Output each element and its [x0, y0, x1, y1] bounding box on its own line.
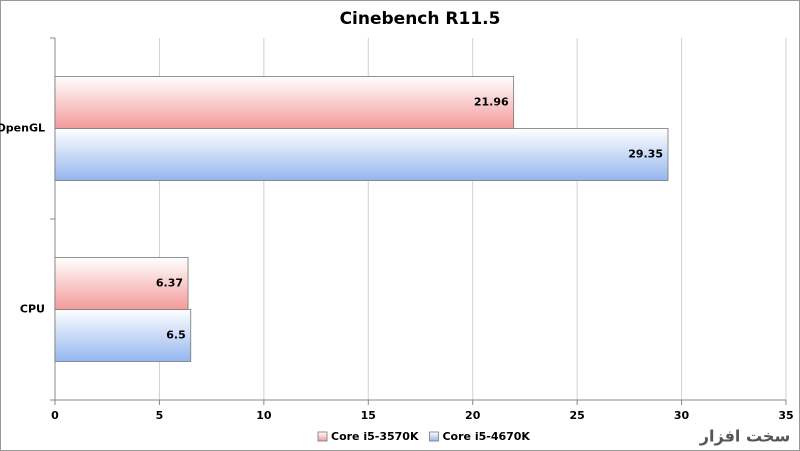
watermark: سخت افزار — [699, 427, 790, 446]
y-tick-label: OpenGL — [0, 122, 45, 135]
bar — [54, 309, 192, 362]
data-label: 21.96 — [474, 96, 509, 109]
data-label: 6.5 — [166, 329, 186, 342]
legend-swatch — [317, 431, 328, 442]
bar — [54, 76, 515, 129]
x-tick-label: 0 — [51, 409, 59, 422]
data-label: 6.37 — [156, 277, 183, 290]
x-tick-label: 25 — [569, 409, 584, 422]
legend-swatch — [429, 431, 439, 442]
x-tick-label: 30 — [674, 409, 690, 422]
chart-title: Cinebench R11.5 — [340, 9, 501, 29]
data-label: 29.35 — [628, 148, 663, 161]
x-tick-label: 20 — [465, 409, 481, 422]
x-tick-label: 10 — [256, 409, 272, 422]
x-tick-label: 15 — [361, 409, 376, 422]
y-tick-label: CPU — [20, 303, 45, 316]
legend-label: Core i5-4670K — [442, 430, 530, 443]
legend-label: Core i5-3570K — [331, 430, 419, 443]
x-tick-label: 35 — [778, 409, 793, 422]
x-tick-label: 5 — [156, 409, 164, 422]
bar — [54, 257, 189, 310]
bar — [54, 128, 669, 181]
